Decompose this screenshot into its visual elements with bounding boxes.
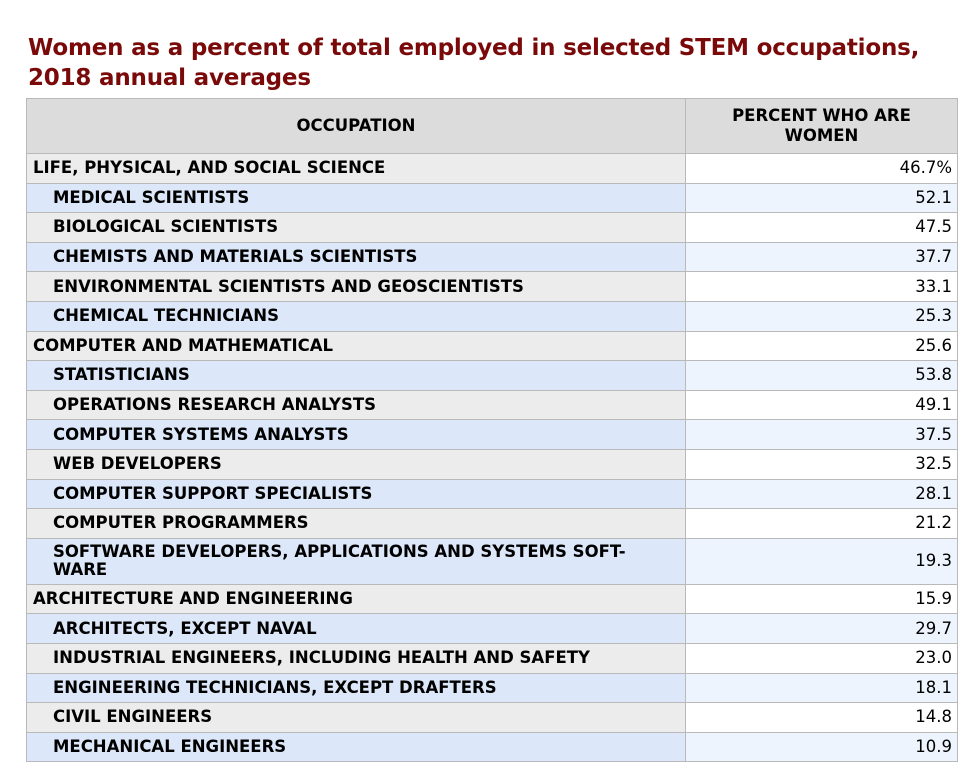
occupation-cell: CHEMICAL TECHNICIANS	[26, 300, 686, 332]
occupation-cell: COMPUTER PROGRAMMERS	[26, 508, 686, 539]
occupation-cell: COMPUTER SYSTEMS ANALYSTS	[26, 419, 686, 450]
occupation-cell: CIVIL ENGINEERS	[26, 702, 686, 733]
occupation-cell: SOFTWARE DEVELOPERS, APPLICATIONS AND SY…	[26, 537, 686, 585]
column-header-occupation: OCCUPATION	[26, 98, 686, 154]
table-row: LIFE, PHYSICAL, AND SOCIAL SCIENCE 46.7%	[26, 153, 958, 184]
table-row: ENGINEERING TECHNICIANS, EXCEPT DRAFTERS…	[26, 672, 958, 704]
percent-cell: 47.5	[685, 212, 958, 243]
stem-women-table: OCCUPATION PERCENT WHO ARE WOMEN LIFE, P…	[26, 98, 958, 763]
table-row: ARCHITECTURE AND ENGINEERING 15.9	[26, 583, 958, 615]
occupation-cell: ENVIRONMENTAL SCIENTISTS AND GEOSCIENTIS…	[26, 271, 686, 302]
occupation-cell: CHEMISTS AND MATERIALS SCIENTISTS	[26, 241, 686, 273]
percent-cell: 23.0	[685, 642, 958, 674]
table-row: OPERATIONS RESEARCH ANALYSTS 49.1	[26, 389, 958, 421]
percent-cell: 18.1	[685, 672, 958, 704]
percent-cell: 32.5	[685, 448, 958, 480]
occupation-cell: ARCHITECTS, EXCEPT NAVAL	[26, 613, 686, 644]
percent-cell: 37.7	[685, 241, 958, 273]
table-row: COMPUTER SUPPORT SPECIALISTS 28.1	[26, 478, 958, 510]
percent-cell: 49.1	[685, 389, 958, 421]
occupation-cell: WEB DEVELOPERS	[26, 448, 686, 480]
percent-cell: 53.8	[685, 360, 958, 391]
table-row: WEB DEVELOPERS 32.5	[26, 448, 958, 480]
percent-cell: 19.3	[685, 537, 958, 585]
column-header-percent: PERCENT WHO ARE WOMEN	[685, 98, 958, 154]
column-header-percent-label: PERCENT WHO ARE WOMEN	[732, 106, 911, 145]
table-row: COMPUTER SYSTEMS ANALYSTS 37.5	[26, 419, 958, 450]
table-row: STATISTICIANS 53.8	[26, 360, 958, 391]
table-row: CIVIL ENGINEERS 14.8	[26, 702, 958, 733]
occupation-cell: LIFE, PHYSICAL, AND SOCIAL SCIENCE	[26, 153, 686, 184]
percent-cell: 29.7	[685, 613, 958, 644]
occupation-cell: COMPUTER SUPPORT SPECIALISTS	[26, 478, 686, 510]
percent-cell: 15.9	[685, 583, 958, 615]
percent-cell: 25.6	[685, 330, 958, 362]
occupation-cell: INDUSTRIAL ENGINEERS, INCLUDING HEALTH A…	[26, 642, 686, 674]
occupation-cell: BIOLOGICAL SCIENTISTS	[26, 212, 686, 243]
occupation-cell: MECHANICAL ENGINEERS	[26, 731, 686, 763]
occupation-cell: MEDICAL SCIENTISTS	[26, 182, 686, 214]
table-header-row: OCCUPATION PERCENT WHO ARE WOMEN	[26, 98, 958, 154]
table-body: LIFE, PHYSICAL, AND SOCIAL SCIENCE 46.7% M…	[26, 153, 958, 763]
percent-cell: 28.1	[685, 478, 958, 510]
percent-cell: 14.8	[685, 702, 958, 733]
table-row: CHEMICAL TECHNICIANS 25.3	[26, 300, 958, 332]
table-row: SOFTWARE DEVELOPERS, APPLICATIONS AND SY…	[26, 537, 958, 585]
table-row: INDUSTRIAL ENGINEERS, INCLUDING HEALTH A…	[26, 642, 958, 674]
percent-cell: 46.7%	[685, 153, 958, 184]
percent-cell: 37.5	[685, 419, 958, 450]
percent-cell: 21.2	[685, 508, 958, 539]
occupation-cell: ARCHITECTURE AND ENGINEERING	[26, 583, 686, 615]
table-row: COMPUTER PROGRAMMERS 21.2	[26, 508, 958, 539]
occupation-cell: COMPUTER AND MATHEMATICAL	[26, 330, 686, 362]
table-row: ENVIRONMENTAL SCIENTISTS AND GEOSCIENTIS…	[26, 271, 958, 302]
occupation-cell: OPERATIONS RESEARCH ANALYSTS	[26, 389, 686, 421]
chart-title: Women as a percent of total employed in …	[28, 35, 920, 91]
table-row: BIOLOGICAL SCIENTISTS 47.5	[26, 212, 958, 243]
percent-cell: 52.1	[685, 182, 958, 214]
table-row: MEDICAL SCIENTISTS 52.1	[26, 182, 958, 214]
table-row: COMPUTER AND MATHEMATICAL 25.6	[26, 330, 958, 362]
percent-cell: 25.3	[685, 300, 958, 332]
table-row: ARCHITECTS, EXCEPT NAVAL 29.7	[26, 613, 958, 644]
table-row: MECHANICAL ENGINEERS 10.9	[26, 731, 958, 763]
table-row: CHEMISTS AND MATERIALS SCIENTISTS 37.7	[26, 241, 958, 273]
percent-cell: 10.9	[685, 731, 958, 763]
occupation-cell: STATISTICIANS	[26, 360, 686, 391]
occupation-cell: ENGINEERING TECHNICIANS, EXCEPT DRAFTERS	[26, 672, 686, 704]
percent-cell: 33.1	[685, 271, 958, 302]
